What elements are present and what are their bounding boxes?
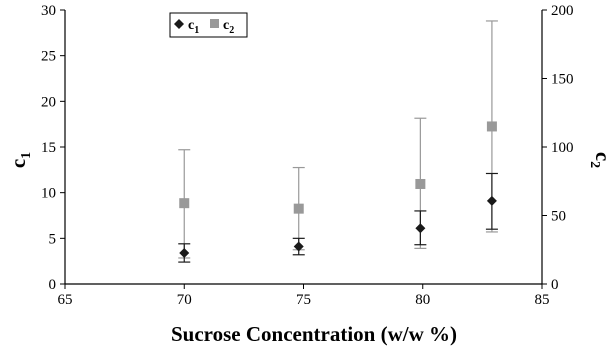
- legend-diamond-marker: [174, 19, 184, 29]
- c2-point: [293, 203, 304, 214]
- y-right-tick-label: 0: [551, 277, 559, 293]
- y-axis-right-title: c2: [587, 152, 615, 168]
- legend-square-marker: [210, 19, 219, 28]
- x-tick-label: 75: [296, 292, 311, 308]
- y-left-tick-label: 0: [49, 277, 57, 293]
- x-tick-label: 85: [535, 292, 550, 308]
- c1-point: [486, 195, 497, 206]
- c2-point: [415, 178, 426, 189]
- c1-point: [293, 241, 304, 252]
- y-left-tick-label: 25: [41, 49, 56, 65]
- y-right-tick-label: 200: [551, 3, 574, 19]
- y-right-tick-label: 150: [551, 72, 574, 88]
- c2-point: [486, 121, 497, 132]
- c1-point: [415, 223, 426, 234]
- y-right-tick-label: 100: [551, 140, 574, 156]
- x-axis-title: Sucrose Concentration (w/w %): [171, 322, 457, 346]
- y-left-tick-label: 20: [41, 94, 56, 110]
- legend: c1 c2: [169, 12, 248, 38]
- c1-point: [179, 247, 190, 258]
- x-tick-label: 65: [58, 292, 73, 308]
- x-tick-label: 80: [415, 292, 430, 308]
- legend-entry-c1: c1: [188, 18, 199, 36]
- y-left-tick-label: 30: [41, 3, 56, 19]
- c2-point: [179, 198, 190, 209]
- legend-entry-c2: c2: [223, 18, 234, 36]
- y-left-tick-label: 15: [41, 140, 56, 156]
- data-markers: [179, 121, 497, 258]
- y-left-tick-label: 5: [49, 231, 57, 247]
- y-right-tick-label: 50: [551, 209, 566, 225]
- x-tick-label: 70: [177, 292, 192, 308]
- y-axis-left-title: c1: [6, 152, 34, 168]
- error-bars: [178, 20, 498, 263]
- y-left-tick-label: 10: [41, 186, 56, 202]
